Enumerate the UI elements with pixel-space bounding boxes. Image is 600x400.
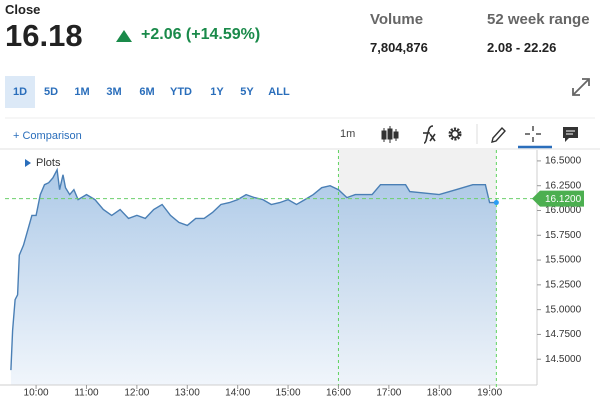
current-price-label: 16.1200 xyxy=(545,194,582,205)
y-tick-label: 14.5000 xyxy=(545,354,582,365)
x-tick-label: 11:00 xyxy=(74,388,99,399)
change: +2.06 (+14.59%) xyxy=(141,26,261,43)
y-tick-label: 15.0000 xyxy=(545,304,582,315)
y-tick-label: 16.0000 xyxy=(545,205,582,216)
range-tab[interactable]: 1D xyxy=(5,76,35,108)
price-line-series xyxy=(10,167,497,371)
candlestick-icon[interactable] xyxy=(381,126,399,143)
crosshair-icon[interactable] xyxy=(525,126,541,142)
indicators-icon[interactable] xyxy=(423,125,436,144)
x-tick-label: 12:00 xyxy=(124,388,149,399)
comment-icon[interactable] xyxy=(563,127,578,142)
y-tick-label: 16.5000 xyxy=(545,156,582,167)
range-tab[interactable]: YTD xyxy=(170,86,192,98)
range: 2.08 - 22.26 xyxy=(487,40,557,55)
current-price-tag xyxy=(532,190,584,207)
y-tick-label: 15.7500 xyxy=(545,230,582,241)
x-tick-label: 10:00 xyxy=(24,388,49,399)
range-tab[interactable]: 1M xyxy=(74,86,90,98)
y-tick-label: 15.2500 xyxy=(545,279,582,290)
x-tick-label: 17:00 xyxy=(376,388,401,399)
price: 16.18 xyxy=(5,18,83,53)
range-tab[interactable]: 6M xyxy=(139,86,155,98)
x-tick-label: 19:00 xyxy=(477,388,502,399)
x-tick-label: 18:00 xyxy=(427,388,452,399)
x-tick-label: 16:00 xyxy=(326,388,351,399)
x-tick-label: 13:00 xyxy=(175,388,200,399)
interval-button[interactable]: 1m xyxy=(340,128,356,140)
range-tab[interactable]: ALL xyxy=(268,86,290,98)
range-label: 52 week range xyxy=(487,11,590,28)
comparison-button[interactable]: + Comparison xyxy=(13,130,82,142)
settings-icon[interactable] xyxy=(448,127,462,141)
close-label: Close xyxy=(5,2,41,17)
y-tick-label: 14.7500 xyxy=(545,329,582,340)
y-tick-label: 16.2500 xyxy=(545,180,582,191)
plots-arrow[interactable] xyxy=(25,159,31,167)
up-arrow xyxy=(116,30,132,42)
x-tick-label: 15:00 xyxy=(276,388,301,399)
range-tab[interactable]: 5D xyxy=(43,86,59,98)
draw-icon[interactable] xyxy=(491,126,506,143)
range-tab[interactable]: 5Y xyxy=(240,86,254,98)
expand-icon[interactable] xyxy=(572,78,590,96)
last-point xyxy=(493,200,499,206)
area xyxy=(10,169,497,385)
volume-label: Volume xyxy=(370,11,424,28)
x-tick-label: 14:00 xyxy=(225,388,250,399)
range-tab[interactable]: 1Y xyxy=(210,86,224,98)
range-tab[interactable]: 3M xyxy=(106,86,122,98)
plots-button[interactable]: Plots xyxy=(36,157,61,169)
volume: 7,804,876 xyxy=(370,40,428,55)
y-tick-label: 15.5000 xyxy=(545,255,582,266)
